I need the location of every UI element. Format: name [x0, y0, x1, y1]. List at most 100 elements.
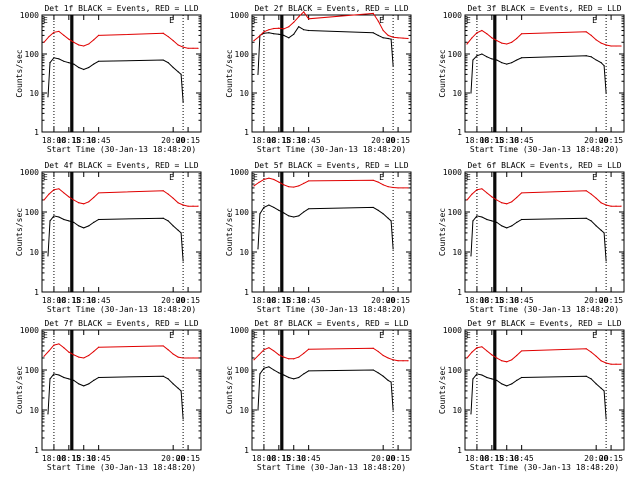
- data-point-lld: [167, 35, 169, 38]
- plot-frame: [251, 329, 412, 451]
- data-point-lld: [506, 43, 508, 45]
- y-tick-label: 1000: [230, 11, 249, 20]
- x-tick-label: 20:00: [371, 454, 395, 463]
- data-point-events: [278, 372, 280, 374]
- y-tick-label: 100: [448, 208, 463, 217]
- data-point-events: [58, 58, 60, 60]
- data-point-lld: [293, 358, 295, 360]
- data-point-events: [73, 379, 75, 381]
- data-point-lld: [192, 47, 194, 49]
- data-point-lld: [516, 196, 518, 199]
- data-point-lld: [595, 197, 597, 199]
- data-point-lld: [605, 44, 607, 46]
- data-point-lld: [63, 34, 65, 36]
- data-point-lld: [48, 193, 50, 195]
- x-tick-label: 20:15: [386, 136, 410, 145]
- x-tick-label: 20:00: [584, 136, 608, 145]
- x-tick-label: 20:00: [371, 136, 395, 145]
- data-point-events: [93, 221, 95, 223]
- data-point-events: [162, 217, 164, 219]
- data-point-lld: [476, 32, 478, 34]
- data-point-lld: [506, 203, 508, 205]
- data-point-events: [68, 220, 70, 222]
- panel-det-9: Det 9f BLACK = Events, RED = LLD 1 10 100 10…: [438, 319, 625, 472]
- data-point-events: [263, 367, 265, 369]
- data-point-events: [88, 383, 90, 385]
- data-point-events: [387, 379, 389, 381]
- data-point-lld: [98, 346, 100, 348]
- data-point-lld: [293, 21, 295, 23]
- data-point-events: [372, 369, 374, 371]
- plot-frame: [464, 171, 625, 293]
- x-tick-label: 18:00: [42, 296, 66, 305]
- data-point-lld: [397, 187, 399, 189]
- series-line-lld: [253, 177, 408, 189]
- e-marker-right: E: [169, 16, 174, 25]
- data-point-lld: [187, 205, 189, 207]
- e-marker-right: E: [592, 173, 597, 182]
- data-point-lld: [397, 37, 399, 39]
- x-tick-label: 20:00: [161, 296, 185, 305]
- panel-title: Det 6f BLACK = Events, RED = LLD: [467, 161, 621, 170]
- data-point-events: [476, 55, 478, 57]
- data-point-events: [180, 390, 182, 392]
- e-marker-left: E: [253, 16, 258, 25]
- y-tick-label: 100: [25, 50, 40, 59]
- data-point-lld: [162, 32, 164, 34]
- e-marker-left: E: [43, 173, 48, 182]
- data-point-lld: [491, 354, 493, 356]
- data-point-lld: [63, 347, 65, 349]
- data-point-lld: [162, 345, 164, 347]
- x-tick-label: 18:45: [510, 296, 534, 305]
- data-point-events: [83, 68, 85, 71]
- data-point-lld: [253, 185, 255, 187]
- data-point-lld: [177, 202, 179, 204]
- e-marker-left: E: [253, 331, 258, 340]
- data-point-lld: [471, 37, 473, 39]
- data-point-events: [308, 29, 310, 32]
- data-point-events: [172, 383, 174, 385]
- data-point-lld: [620, 363, 622, 365]
- data-point-events: [88, 225, 90, 227]
- data-point-lld: [68, 38, 70, 40]
- data-point-events: [387, 217, 389, 219]
- data-point-events: [387, 37, 389, 40]
- data-point-lld: [177, 44, 179, 46]
- data-point-events: [585, 375, 587, 377]
- series-line-events: [47, 57, 184, 102]
- data-point-lld: [590, 351, 592, 353]
- data-point-events: [516, 379, 518, 381]
- data-point-lld: [605, 362, 607, 364]
- data-point-events: [377, 372, 379, 374]
- data-point-events: [63, 218, 65, 221]
- data-point-lld: [377, 350, 379, 353]
- y-tick-label: 10: [239, 89, 249, 98]
- e-marker-left: E: [466, 173, 471, 182]
- x-tick-label: 20:15: [176, 296, 200, 305]
- data-point-events: [78, 66, 80, 69]
- data-point-lld: [610, 205, 612, 207]
- data-point-lld: [600, 202, 602, 204]
- data-point-lld: [73, 41, 75, 43]
- data-point-lld: [476, 347, 478, 349]
- data-point-events: [257, 248, 259, 250]
- data-point-events: [83, 385, 85, 387]
- data-point-events: [481, 53, 483, 55]
- data-point-events: [278, 209, 280, 211]
- data-point-events: [603, 232, 605, 234]
- data-point-lld: [187, 357, 189, 359]
- data-point-events: [268, 366, 270, 368]
- data-point-events: [390, 38, 392, 40]
- data-point-events: [58, 374, 60, 376]
- e-marker-right: E: [169, 173, 174, 182]
- x-axis-label: Start Time (30-Jan-13 18:48:20): [47, 463, 196, 472]
- y-axis-label: Counts/sec: [15, 208, 24, 256]
- data-point-lld: [605, 204, 607, 206]
- series-line-events: [257, 204, 394, 249]
- series-line-events: [257, 26, 394, 75]
- data-point-events: [47, 96, 49, 98]
- x-tick-label: 18:45: [297, 136, 321, 145]
- x-tick-label: 18:00: [252, 136, 276, 145]
- data-point-lld: [585, 348, 587, 350]
- data-point-lld: [382, 29, 384, 32]
